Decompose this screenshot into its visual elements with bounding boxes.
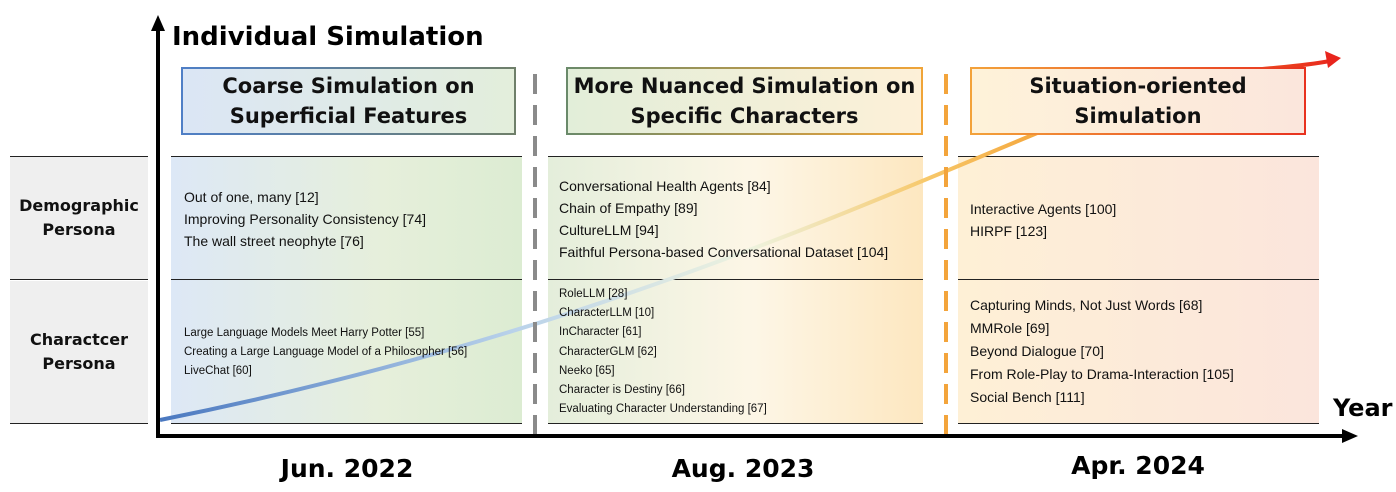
list-item: Faithful Persona-based Conversational Da… [559,244,889,260]
list-item: Conversational Health Agents [84] [559,178,771,194]
phase2-panel [548,156,923,424]
list-item: The wall street neophyte [76] [184,233,364,249]
table-top-rule-phase3 [958,156,1319,157]
list-item: MMRole [69] [970,320,1050,336]
row-label-demographic-line1: Demographic [19,196,139,215]
y-axis-arrowhead [151,15,165,31]
trend-arrowhead [1325,51,1341,68]
list-item: RoleLLM [28] [559,288,628,300]
x-axis-title: Year [1333,394,1393,422]
table-bottom-rule-left [10,423,148,424]
table-mid-rule-phase3 [958,279,1319,280]
table-mid-rule-left [10,279,148,280]
list-item: Large Language Models Meet Harry Potter … [184,327,425,339]
y-axis-title: Individual Simulation [172,22,484,52]
list-item: Character is Destiny [66] [559,384,685,397]
list-item: Chain of Empathy [89] [559,200,698,216]
phase1-title-line2: Superficial Features [229,104,468,128]
list-item: Beyond Dialogue [70] [970,343,1104,359]
table-top-rule-left [10,156,148,157]
demographic-phase3-list: Interactive Agents [100] HIRPF [123] [970,198,1116,242]
list-item: Social Bench [111] [970,389,1085,405]
character-phase2-list: RoleLLM [28] CharacterLLM [10] InCharact… [559,285,767,419]
list-item: Out of one, many [12] [184,189,319,205]
list-item: CharacterGLM [62] [559,345,657,358]
phase3-title-line2: Simulation [1074,104,1202,128]
table-mid-rule-phase1 [171,279,522,280]
phase2-title-line2: Specific Characters [630,104,859,128]
phase-box-nuanced: More Nuanced Simulation on Specific Char… [566,67,923,135]
list-item: Neeko [65] [559,364,615,377]
row-label-character-line2: Persona [42,354,116,373]
row-label-character-line1: Charactcer [30,330,128,349]
row-label-character: Charactcer Persona [10,281,148,423]
list-item: Improving Personality Consistency [74] [184,211,426,227]
list-item: Interactive Agents [100] [970,201,1117,217]
phase-box-situation: Situation-oriented Simulation [970,67,1306,135]
phase3-panel [958,156,1319,424]
date-label-aug-2023: Aug. 2023 [671,454,815,483]
demographic-phase1-list: Out of one, many [12] Improving Personal… [184,186,426,252]
date-label-jun-2022: Jun. 2022 [280,454,414,483]
x-axis-arrowhead [1342,429,1358,443]
table-mid-rule-phase2 [548,279,923,280]
phase-box-coarse: Coarse Simulation on Superficial Feature… [181,67,516,135]
list-item: LiveChat [60] [184,365,252,377]
date-label-apr-2024: Apr. 2024 [1071,451,1205,480]
phase1-title-line1: Coarse Simulation on [222,74,475,98]
list-item: CultureLLM [94] [559,222,659,238]
row-label-demographic-line2: Persona [42,220,116,239]
list-item: Capturing Minds, Not Just Words [68] [970,297,1203,313]
row-label-demographic: Demographic Persona [10,157,148,279]
list-item: Creating a Large Language Model of a Phi… [184,346,468,358]
table-bottom-rule-phase3 [958,423,1319,424]
table-bottom-rule-phase1 [171,423,522,424]
list-item: InCharacter [61] [559,326,642,339]
table-bottom-rule-phase2 [548,423,923,424]
list-item: From Role-Play to Drama-Interaction [105… [970,366,1234,382]
list-item: CharacterLLM [10] [559,307,655,320]
phase2-title-line1: More Nuanced Simulation on [573,74,916,98]
character-phase3-list: Capturing Minds, Not Just Words [68] MMR… [970,294,1234,409]
table-top-rule-phase2 [548,156,923,157]
list-item: Evaluating Character Understanding [67] [559,403,767,416]
character-phase1-list: Large Language Models Meet Harry Potter … [184,324,467,381]
table-top-rule-phase1 [171,156,522,157]
demographic-phase2-list: Conversational Health Agents [84] Chain … [559,175,888,263]
phase3-title-line1: Situation-oriented [1029,74,1247,98]
list-item: HIRPF [123] [970,223,1048,239]
